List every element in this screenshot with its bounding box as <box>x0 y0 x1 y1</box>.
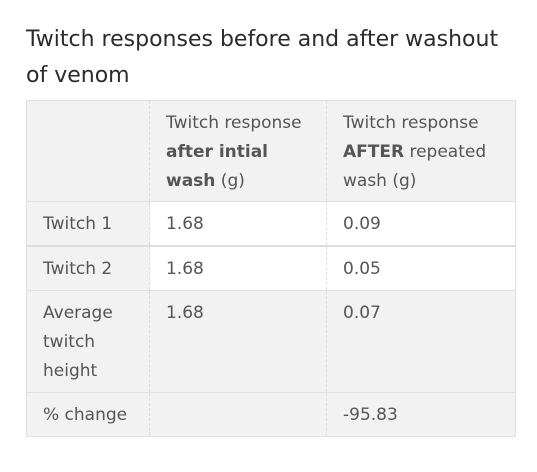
header-before-unit: (g) <box>215 171 245 191</box>
table-row: Twitch 1 1.68 0.09 <box>26 201 516 246</box>
after-value: -95.83 <box>326 392 516 437</box>
header-empty-cell <box>26 100 150 202</box>
after-value: 0.09 <box>326 201 516 246</box>
table-row: Twitch 2 1.68 0.05 <box>26 246 516 291</box>
twitch-response-table: Twitch response after intial wash (g) Tw… <box>26 100 516 437</box>
header-before-bold: after intial wash <box>166 142 269 191</box>
row-label: Twitch 1 <box>26 201 150 246</box>
row-label: Average twitch height <box>26 290 150 393</box>
row-label: % change <box>26 392 150 437</box>
table-row: Average twitch height 1.68 0.07 <box>26 290 516 393</box>
header-after-rest: repeated wash (g) <box>343 142 487 191</box>
header-before-line1: Twitch response <box>166 113 302 133</box>
before-value: 1.68 <box>149 246 327 291</box>
before-value: 1.68 <box>149 201 327 246</box>
before-value: 1.68 <box>149 290 327 393</box>
header-after-wash: Twitch response AFTER repeated wash (g) <box>326 100 516 202</box>
header-before-wash: Twitch response after intial wash (g) <box>149 100 327 202</box>
header-row: Twitch response after intial wash (g) Tw… <box>26 100 516 202</box>
header-after-bold: AFTER <box>343 142 405 162</box>
row-label: Twitch 2 <box>26 246 150 291</box>
table-row: % change -95.83 <box>26 392 516 437</box>
header-after-line1: Twitch response <box>343 113 479 133</box>
before-value <box>149 392 327 437</box>
after-value: 0.05 <box>326 246 516 291</box>
after-value: 0.07 <box>326 290 516 393</box>
table-caption: Twitch responses before and after washou… <box>26 27 499 88</box>
